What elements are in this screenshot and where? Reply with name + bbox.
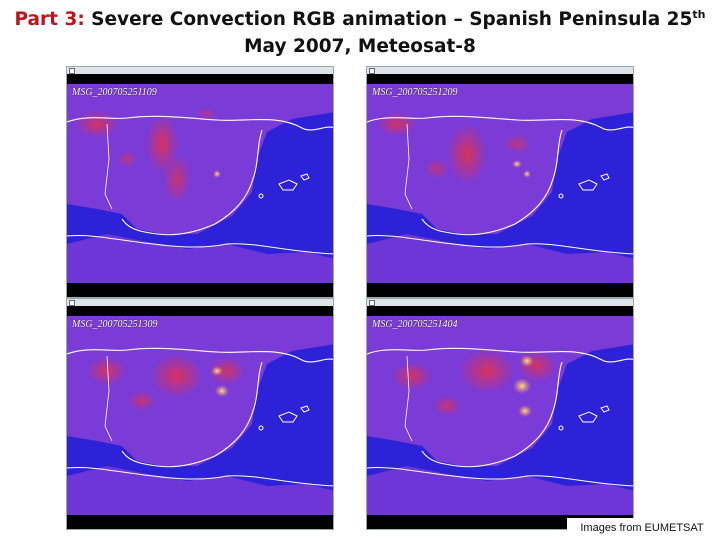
top-black-bar (367, 306, 633, 316)
window-icon (369, 68, 375, 74)
timestamp-label: MSG_200705251404 (372, 319, 458, 330)
window-icon (69, 300, 75, 306)
top-black-bar (67, 306, 333, 316)
bottom-black-bar (67, 515, 333, 529)
title-text: Severe Convection RGB animation – Spanis… (84, 9, 693, 30)
rgb-satellite-image (367, 84, 633, 285)
rgb-satellite-image (367, 316, 633, 517)
satellite-image-panel: MSG_200705251109 (66, 66, 334, 298)
rgb-satellite-image (67, 84, 333, 285)
satellite-image-panel: MSG_200705251209 (366, 66, 634, 298)
satellite-image-panel: MSG_200705251404 (366, 298, 634, 530)
timestamp-label: MSG_200705251309 (72, 319, 158, 330)
slide-title: Part 3: Severe Convection RGB animation … (0, 6, 720, 60)
timestamp-label: MSG_200705251209 (372, 87, 458, 98)
window-icon (369, 300, 375, 306)
title-superscript: th (692, 7, 706, 21)
title-part-label: Part 3: (14, 9, 85, 30)
title-line-2: May 2007, Meteosat-8 (244, 36, 476, 57)
bottom-black-bar (67, 283, 333, 297)
satellite-image-panel: MSG_200705251309 (66, 298, 334, 530)
window-icon (69, 68, 75, 74)
bottom-black-bar (367, 283, 633, 297)
timestamp-label: MSG_200705251109 (72, 87, 157, 98)
top-black-bar (67, 74, 333, 84)
rgb-satellite-image (67, 316, 333, 517)
image-credit: Images from EUMETSAT (567, 518, 717, 538)
top-black-bar (367, 74, 633, 84)
bottom-black-bar (367, 515, 633, 529)
